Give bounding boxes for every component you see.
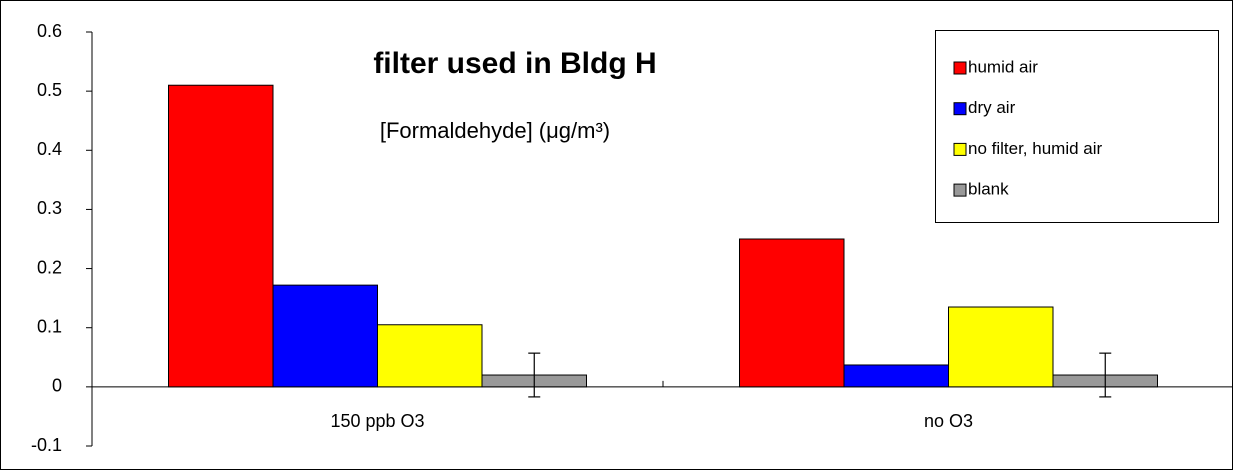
bar <box>377 324 483 388</box>
legend-swatch <box>953 142 967 156</box>
y-tick-label: 0.3 <box>37 198 62 218</box>
chart-title: filter used in Bldg H <box>373 47 656 80</box>
bar <box>168 84 274 388</box>
bar <box>843 364 949 388</box>
legend-swatch <box>953 61 967 75</box>
legend-label: blank <box>968 180 1009 199</box>
error-bar <box>528 352 541 398</box>
y-tick-label: 0.2 <box>37 257 62 277</box>
y-tick-label: 0.6 <box>37 21 62 41</box>
legend-label: humid air <box>968 57 1038 76</box>
legend-label: no filter, humid air <box>968 139 1103 158</box>
error-bar <box>1099 352 1112 398</box>
y-tick-label: 0.5 <box>37 80 62 100</box>
x-tick-label: 150 ppb O3 <box>330 411 424 431</box>
bar <box>272 284 378 388</box>
bar <box>948 306 1054 388</box>
legend-swatch <box>953 183 967 197</box>
y-tick-label: 0 <box>52 376 62 396</box>
legend-swatch <box>953 102 967 116</box>
bar <box>739 238 845 388</box>
chart-subtitle: [Formaldehyde] (μg/m³) <box>380 118 610 143</box>
legend-box <box>935 30 1219 223</box>
legend-label: dry air <box>968 98 1016 117</box>
x-tick-label: no O3 <box>924 411 973 431</box>
y-tick-label: -0.1 <box>31 435 62 455</box>
y-tick-label: 0.1 <box>37 316 62 336</box>
y-tick-label: 0.4 <box>37 139 62 159</box>
